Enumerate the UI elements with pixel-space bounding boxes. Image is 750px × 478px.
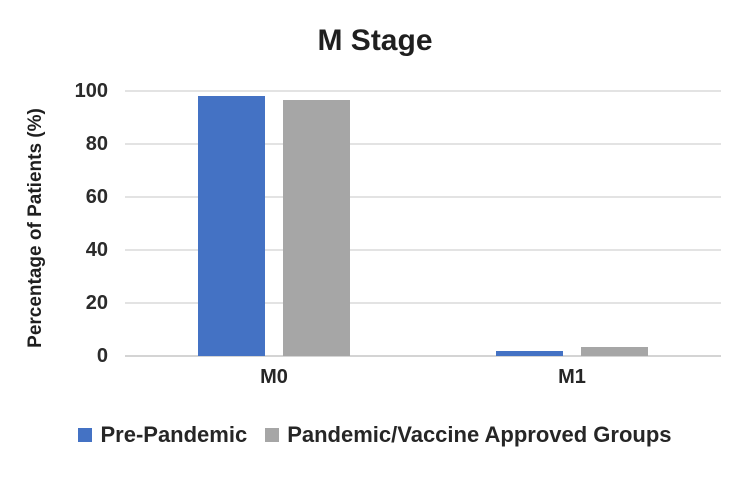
gridline xyxy=(125,249,721,251)
gridline xyxy=(125,302,721,304)
y-tick-label: 0 xyxy=(96,345,108,367)
bar-M0-pandemic-vaccine-approved-groups xyxy=(283,100,350,356)
legend-item: Pandemic/Vaccine Approved Groups xyxy=(265,422,672,448)
y-tick-label: 100 xyxy=(74,80,108,102)
gridline xyxy=(125,143,721,145)
gridline xyxy=(125,90,721,92)
y-tick-label: 20 xyxy=(85,292,108,314)
x-category-label: M1 xyxy=(558,366,586,388)
legend: Pre-Pandemic Pandemic/Vaccine Approved Gr… xyxy=(0,422,750,448)
bar-M1-pandemic-vaccine-approved-groups xyxy=(581,346,648,356)
chart-title: M Stage xyxy=(317,24,433,57)
gridline xyxy=(125,355,721,357)
bar-M0-pre-pandemic xyxy=(198,96,265,356)
legend-label: Pre-Pandemic xyxy=(100,422,248,447)
legend-swatch-icon xyxy=(78,428,93,442)
bar-M1-pre-pandemic xyxy=(496,350,563,356)
x-category-label: M0 xyxy=(260,366,288,388)
y-tick-label: 60 xyxy=(85,186,108,208)
gridline xyxy=(125,196,721,198)
y-tick-label: 80 xyxy=(85,133,108,155)
y-tick-label: 40 xyxy=(85,239,108,261)
plot-area xyxy=(125,90,721,357)
legend-swatch-icon xyxy=(265,428,280,442)
legend-label: Pandemic/Vaccine Approved Groups xyxy=(287,422,672,447)
legend-item: Pre-Pandemic xyxy=(78,422,247,448)
